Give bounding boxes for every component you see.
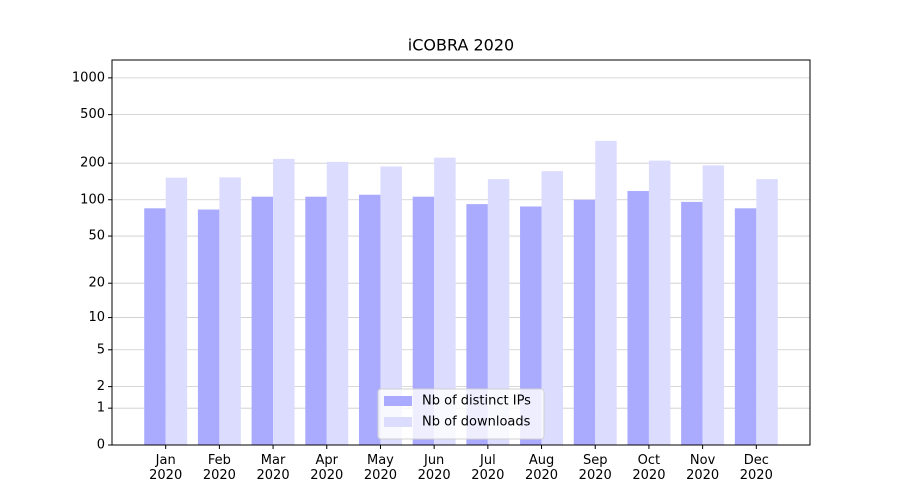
bar bbox=[358, 194, 381, 445]
y-tick-label: 0 bbox=[97, 438, 105, 453]
bar bbox=[681, 201, 703, 445]
legend-label: Nb of distinct IPs bbox=[422, 394, 531, 409]
x-tick-label: May 2020 bbox=[363, 453, 397, 483]
y-tick-label: 50 bbox=[88, 229, 105, 244]
bar bbox=[197, 209, 220, 445]
x-tick-label: Jun 2020 bbox=[417, 453, 451, 483]
legend-label: Nb of downloads bbox=[422, 415, 531, 430]
x-tick-label: Mar 2020 bbox=[256, 453, 290, 483]
x-tick-label: Apr 2020 bbox=[310, 453, 344, 483]
bar bbox=[627, 191, 649, 445]
bar bbox=[412, 196, 435, 445]
plot-frame bbox=[111, 59, 811, 446]
bar bbox=[251, 196, 274, 445]
bar bbox=[756, 179, 778, 446]
legend-box bbox=[377, 388, 545, 440]
y-tick-label: 1000 bbox=[72, 70, 105, 85]
bar bbox=[734, 208, 757, 445]
y-tick-label: 100 bbox=[80, 192, 105, 207]
y-tick-label: 20 bbox=[88, 276, 105, 291]
bar bbox=[380, 166, 402, 445]
x-tick-label: Aug 2020 bbox=[524, 453, 559, 483]
bar bbox=[466, 204, 488, 445]
x-tick-label: Oct 2020 bbox=[632, 453, 666, 483]
y-tick-label: 1 bbox=[97, 401, 105, 416]
y-tick-label: 10 bbox=[88, 310, 105, 325]
bar bbox=[305, 196, 327, 445]
bar bbox=[595, 140, 617, 445]
chart-title: iCOBRA 2020 bbox=[408, 36, 514, 55]
y-tick-label: 5 bbox=[97, 342, 105, 357]
bar bbox=[648, 160, 671, 446]
x-tick-label: Jan 2020 bbox=[149, 453, 183, 483]
bar bbox=[573, 199, 596, 445]
x-tick-label: Nov 2020 bbox=[686, 453, 720, 483]
y-tick-label: 2 bbox=[97, 379, 105, 394]
bar bbox=[219, 177, 241, 446]
bar bbox=[326, 161, 349, 446]
bar bbox=[144, 208, 166, 445]
bar bbox=[520, 206, 542, 445]
y-tick-label: 500 bbox=[80, 107, 105, 122]
legend-swatch bbox=[384, 417, 412, 427]
legend-swatch bbox=[384, 396, 412, 406]
x-tick-label: Sep 2020 bbox=[578, 453, 612, 483]
y-tick-label: 200 bbox=[80, 156, 105, 171]
bar bbox=[702, 165, 725, 445]
bar bbox=[165, 177, 188, 446]
bar bbox=[541, 171, 564, 446]
bar bbox=[487, 179, 510, 446]
bar bbox=[273, 158, 295, 445]
bar bbox=[434, 157, 456, 446]
x-tick-label: Feb 2020 bbox=[202, 453, 236, 483]
x-tick-label: Jul 2020 bbox=[471, 453, 505, 483]
x-tick-label: Dec 2020 bbox=[739, 453, 773, 483]
